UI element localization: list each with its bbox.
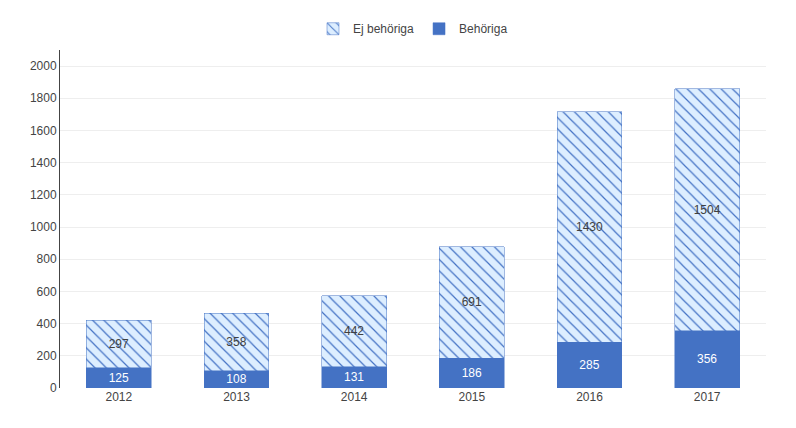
svg-text:2000: 2000	[30, 59, 57, 73]
svg-text:442: 442	[344, 324, 364, 338]
svg-text:1400: 1400	[30, 156, 57, 170]
svg-text:2014: 2014	[341, 390, 368, 404]
svg-text:1600: 1600	[30, 124, 57, 138]
svg-text:285: 285	[579, 358, 599, 372]
svg-text:186: 186	[462, 366, 482, 380]
svg-text:356: 356	[697, 352, 717, 366]
svg-text:1200: 1200	[30, 188, 57, 202]
svg-text:297: 297	[109, 337, 129, 351]
svg-text:125: 125	[109, 371, 129, 385]
svg-text:1000: 1000	[30, 220, 57, 234]
svg-text:358: 358	[226, 335, 246, 349]
svg-text:131: 131	[344, 370, 364, 384]
svg-text:0: 0	[50, 381, 57, 395]
svg-text:2016: 2016	[576, 390, 603, 404]
svg-text:108: 108	[226, 372, 246, 386]
svg-text:2013: 2013	[223, 390, 250, 404]
svg-text:Behöriga: Behöriga	[459, 22, 507, 36]
svg-text:691: 691	[462, 295, 482, 309]
svg-text:2017: 2017	[694, 390, 721, 404]
svg-text:2015: 2015	[458, 390, 485, 404]
svg-text:800: 800	[37, 252, 57, 266]
svg-text:1430: 1430	[576, 220, 603, 234]
svg-text:600: 600	[37, 285, 57, 299]
svg-text:400: 400	[37, 317, 57, 331]
svg-text:1504: 1504	[694, 203, 721, 217]
svg-text:1800: 1800	[30, 91, 57, 105]
svg-text:200: 200	[37, 349, 57, 363]
svg-text:Ej behöriga: Ej behöriga	[353, 22, 414, 36]
svg-text:2012: 2012	[105, 390, 132, 404]
